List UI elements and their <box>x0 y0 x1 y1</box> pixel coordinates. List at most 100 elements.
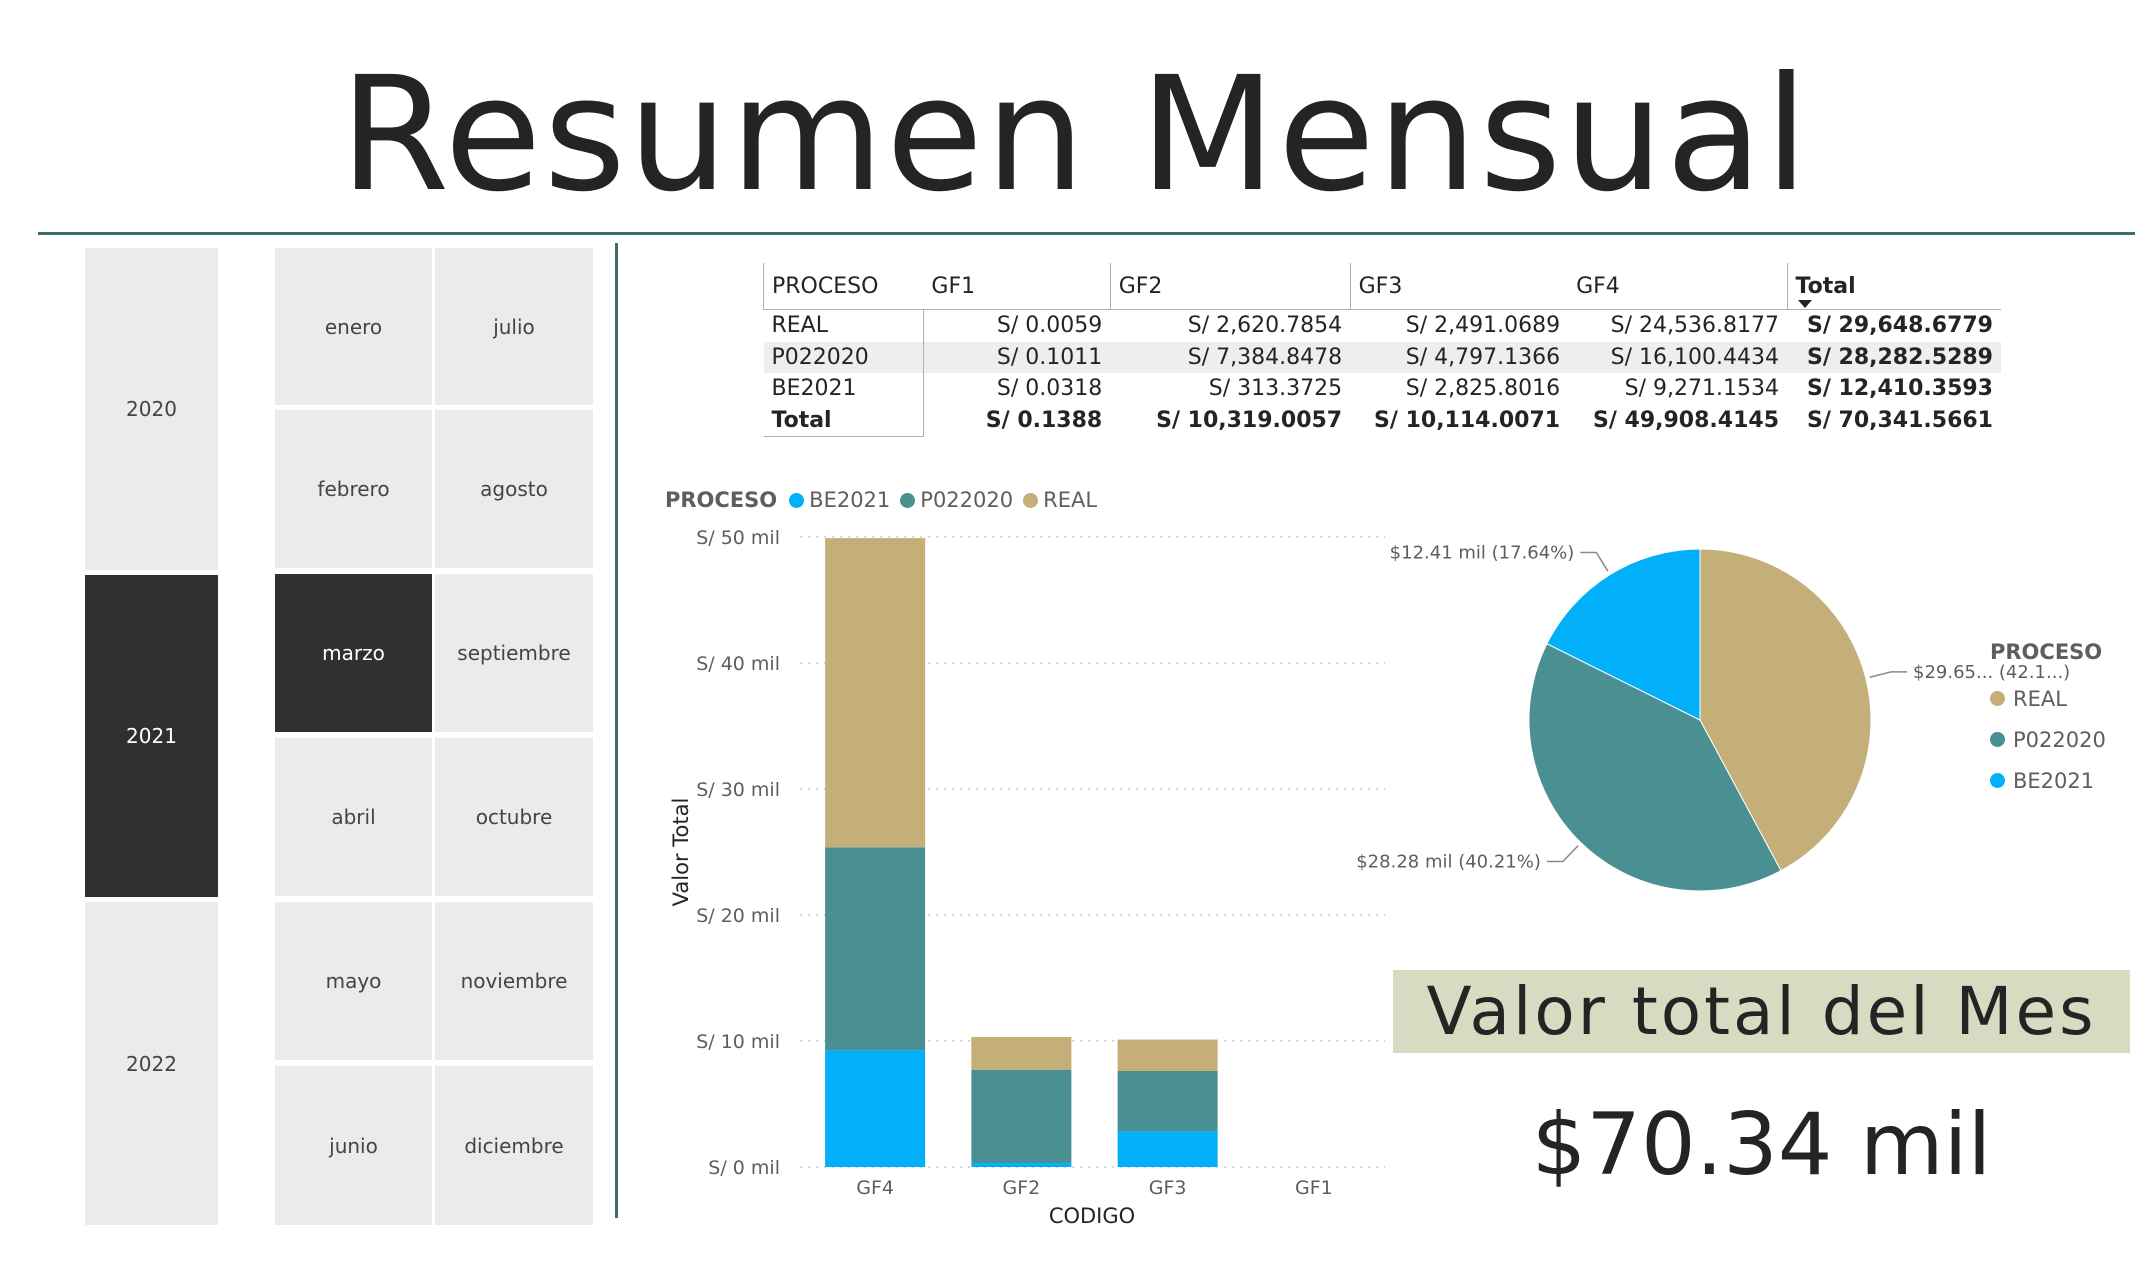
matrix-header-total[interactable]: Total <box>1786 263 2001 310</box>
pie-data-label: $29.65... (42.1...) <box>1913 662 2070 683</box>
matrix-header-gf1[interactable]: GF1 <box>923 263 1111 310</box>
legend-label: P022020 <box>2013 727 2106 752</box>
matrix-header-gf2[interactable]: GF2 <box>1109 263 1351 310</box>
matrix-cell: S/ 7,384.8478 <box>1110 341 1351 373</box>
month-tile-abril[interactable]: abril <box>275 738 432 896</box>
matrix-cell: S/ 16,100.4434 <box>1568 341 1788 373</box>
matrix-header-gf4[interactable]: GF4 <box>1568 263 1788 310</box>
matrix-cell: S/ 10,319.0057 <box>1156 408 1343 433</box>
month-tile-junio[interactable]: junio <box>275 1066 432 1225</box>
month-tile-agosto[interactable]: agosto <box>435 410 593 568</box>
bar-segment-p022020-gf4[interactable] <box>825 847 926 1051</box>
legend-dot-icon <box>1023 492 1039 508</box>
year-tile-2021[interactable]: 2021 <box>85 575 218 897</box>
kpi-value: $70.34 mil <box>1531 1095 1992 1195</box>
bar-legend-item-be2021[interactable]: BE2021 <box>789 488 890 512</box>
month-tile-mayo[interactable]: mayo <box>275 902 432 1060</box>
year-tile-2022[interactable]: 2022 <box>85 902 218 1225</box>
matrix-cell: S/ 49,908.4145 <box>1592 408 1780 433</box>
y-tick-label: S/ 20 mil <box>696 905 780 927</box>
matrix-cell: S/ 2,491.0689 <box>1405 313 1561 339</box>
slicer-divider <box>615 243 618 1218</box>
legend-dot-icon <box>1990 773 2005 788</box>
matrix-row-label: P022020 <box>763 341 924 373</box>
matrix-cell: S/ 9,271.1534 <box>1624 376 1780 402</box>
sort-desc-icon <box>1797 300 1812 308</box>
matrix-header-gf3[interactable]: GF3 <box>1349 263 1569 310</box>
matrix-cell: S/ 0.1388 <box>985 408 1103 433</box>
month-tile-marzo[interactable]: marzo <box>275 574 432 732</box>
x-tick-label: GF1 <box>1295 1177 1333 1199</box>
matrix-header-row: PROCESO GF1 GF2 GF3 GF4 Total <box>763 263 2001 310</box>
legend-label: BE2021 <box>2013 768 2095 793</box>
pie-legend-item-be2021[interactable]: BE2021 <box>1990 760 2106 801</box>
legend-label: REAL <box>1043 488 1098 512</box>
matrix-cell: S/ 2,620.7854 <box>1187 313 1343 339</box>
matrix-cell-total: S/ 28,282.5289 <box>1787 341 2001 373</box>
matrix-row-real: REAL S/ 0.0059 S/ 2,620.7854 S/ 2,491.06… <box>763 309 2002 342</box>
bar-segment-real-gf2[interactable] <box>971 1036 1072 1071</box>
bar-segment-real-gf4[interactable] <box>825 538 926 848</box>
matrix-cell: S/ 0.0059 <box>996 313 1103 339</box>
matrix-cell: S/ 4,797.1366 <box>1350 341 1569 373</box>
bar-legend-title: PROCESO <box>665 488 778 512</box>
pie-slice-be2021[interactable] <box>1546 548 1701 721</box>
matrix-cell: S/ 10,114.0071 <box>1374 408 1561 433</box>
matrix-header-proceso[interactable]: PROCESO <box>763 263 924 310</box>
month-tile-diciembre[interactable]: diciembre <box>435 1066 593 1225</box>
x-tick-label: GF3 <box>1149 1177 1187 1199</box>
matrix-row-label: Total <box>763 404 924 437</box>
legend-dot-icon <box>789 492 805 508</box>
matrix-cell-total: S/ 12,410.3593 <box>1806 376 1993 402</box>
pie-slice-p022020[interactable] <box>1528 643 1782 892</box>
bar-segment-p022020-gf3[interactable] <box>1117 1070 1218 1132</box>
summary-matrix: PROCESO GF1 GF2 GF3 GF4 Total REAL S/ 0.… <box>763 263 2001 437</box>
pie-leader-line <box>1580 551 1609 572</box>
month-tile-enero[interactable]: enero <box>275 248 432 405</box>
bar-segment-be2021-gf3[interactable] <box>1117 1131 1218 1167</box>
bar-segment-be2021-gf2[interactable] <box>971 1163 1072 1167</box>
legend-dot-icon <box>1990 691 2005 706</box>
matrix-cell: S/ 0.1011 <box>923 341 1111 373</box>
month-tile-septiembre[interactable]: septiembre <box>435 574 593 732</box>
month-tile-noviembre[interactable]: noviembre <box>435 902 593 1060</box>
legend-label: REAL <box>2013 686 2067 711</box>
matrix-cell-total: S/ 70,341.5661 <box>1806 408 1993 433</box>
x-tick-label: GF4 <box>856 1177 894 1199</box>
bar-legend-item-real[interactable]: REAL <box>1023 488 1097 512</box>
bar-legend-item-p022020[interactable]: P022020 <box>900 488 1013 512</box>
year-tile-2020[interactable]: 2020 <box>85 248 218 570</box>
matrix-row-p022020: P022020 S/ 0.1011 S/ 7,384.8478 S/ 4,797… <box>763 341 2001 373</box>
y-tick-label: S/ 50 mil <box>696 527 780 549</box>
pie-legend-item-p022020[interactable]: P022020 <box>1990 719 2106 760</box>
matrix-header-total-label: Total <box>1795 273 1856 299</box>
y-tick-label: S/ 10 mil <box>696 1031 780 1053</box>
y-axis-title: Valor Total <box>669 798 693 907</box>
matrix-cell: S/ 313.3725 <box>1208 376 1343 402</box>
y-tick-label: S/ 40 mil <box>696 653 780 675</box>
month-tile-julio[interactable]: julio <box>435 248 593 405</box>
title-divider <box>38 232 2135 235</box>
stacked-bar-chart: S/ 0 mil S/ 10 mil S/ 20 mil S/ 30 mil S/ 40… <box>669 527 1385 1228</box>
matrix-cell: S/ 2,825.8016 <box>1405 376 1561 402</box>
bar-segment-real-gf3[interactable] <box>1117 1039 1218 1071</box>
legend-label: BE2021 <box>809 488 891 512</box>
pie-slice-real[interactable] <box>1699 548 1872 872</box>
pie-legend-item-real[interactable]: REAL <box>1990 678 2106 719</box>
matrix-cell: S/ 0.0318 <box>996 376 1103 402</box>
bar-segment-be2021-gf4[interactable] <box>825 1050 926 1167</box>
legend-dot-icon <box>1990 732 2005 747</box>
month-tile-octubre[interactable]: octubre <box>435 738 593 896</box>
matrix-cell-total: S/ 29,648.6779 <box>1806 313 1993 339</box>
x-tick-label: GF2 <box>1003 1177 1041 1199</box>
month-tile-febrero[interactable]: febrero <box>275 410 432 568</box>
bar-segment-p022020-gf2[interactable] <box>971 1070 1072 1164</box>
kpi-title: Valor total del Mes <box>1393 970 2130 1053</box>
page-title: Resumen Mensual <box>339 43 1811 227</box>
pie-data-label: $12.41 mil (17.64%) <box>1390 542 1575 563</box>
pie-legend: PROCESO REAL P022020 BE2021 <box>1990 640 2106 801</box>
matrix-cell: S/ 24,536.8177 <box>1610 313 1780 339</box>
matrix-total-row: Total S/ 0.1388 S/ 10,319.0057 S/ 10,114… <box>763 404 2002 437</box>
pie-legend-title: PROCESO <box>1990 640 2103 664</box>
